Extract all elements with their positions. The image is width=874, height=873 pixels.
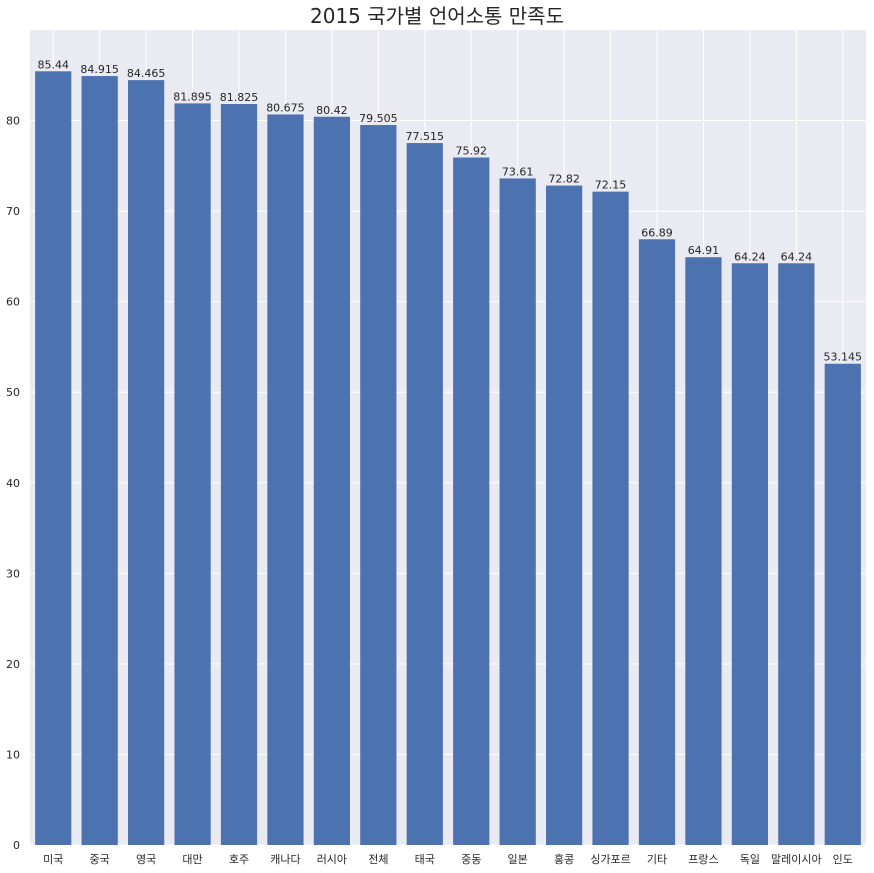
- y-tick-labels: 0 10 20 30 40 50 60 70 80: [6, 115, 20, 852]
- bar: [499, 178, 536, 846]
- bar: [35, 71, 72, 845]
- bar: [81, 76, 118, 846]
- bar: [127, 80, 165, 845]
- bar: [824, 363, 861, 845]
- x-tick-label: 독일: [740, 852, 760, 866]
- y-tick-label: 50: [6, 386, 20, 399]
- bar-value-label: 80.42: [316, 104, 348, 117]
- x-tick-label: 싱가포르: [590, 853, 630, 866]
- x-tick-label: 프랑스: [688, 853, 718, 866]
- y-tick-label: 0: [13, 839, 20, 852]
- bar-value-label: 75.92: [455, 145, 487, 158]
- y-tick-label: 10: [6, 748, 20, 761]
- x-tick-label: 미국: [43, 853, 63, 866]
- bar-value-label: 79.505: [359, 112, 398, 125]
- bar-value-label: 84.915: [80, 63, 119, 76]
- bar: [453, 157, 490, 846]
- bar-value-label: 80.675: [266, 101, 305, 114]
- x-tick-label: 인도: [833, 853, 853, 866]
- y-tick-label: 70: [6, 205, 20, 218]
- x-tick-label: 캐나다: [270, 853, 300, 866]
- y-tick-label: 20: [6, 658, 20, 671]
- bar-value-label: 64.24: [734, 250, 766, 263]
- x-tick-label: 중동: [461, 853, 481, 866]
- x-tick-label: 홍콩: [554, 852, 574, 866]
- x-tick-label: 러시아: [317, 853, 347, 866]
- x-tick-label: 일본: [508, 852, 528, 866]
- bar: [685, 257, 722, 846]
- x-tick-label: 기타: [647, 853, 667, 866]
- bar: [638, 239, 676, 845]
- bar: [313, 116, 351, 846]
- bar: [406, 143, 443, 846]
- bar-value-label: 72.15: [595, 179, 627, 192]
- bar-value-label: 81.895: [173, 90, 212, 103]
- bar: [778, 263, 815, 845]
- x-tick-label: 호주: [229, 853, 249, 866]
- plot-background: [30, 30, 866, 845]
- bar-value-label: 85.44: [37, 58, 69, 71]
- chart-title: 2015 국가별 언어소통 만족도: [310, 4, 564, 28]
- x-tick-label: 영국: [136, 853, 156, 866]
- y-tick-label: 60: [6, 296, 20, 309]
- bar-value-label: 66.89: [641, 226, 673, 239]
- y-tick-label: 30: [6, 567, 20, 580]
- x-tick-label: 대만: [182, 853, 202, 866]
- bar-value-label: 53.145: [824, 351, 863, 364]
- bar: [267, 114, 304, 845]
- x-tick-label: 태국: [415, 853, 435, 866]
- bar-value-label: 77.515: [406, 130, 445, 143]
- x-tick-label: 중국: [90, 853, 110, 866]
- bar: [360, 125, 397, 845]
- bar-value-label: 84.465: [127, 67, 166, 80]
- bar: [220, 104, 258, 845]
- bar-value-label: 72.82: [548, 173, 580, 186]
- bar: [174, 103, 211, 846]
- bar-value-label: 73.61: [502, 165, 534, 178]
- y-tick-label: 40: [6, 477, 20, 490]
- bar: [592, 191, 629, 845]
- bar-value-label: 64.91: [688, 244, 720, 257]
- bars: [35, 71, 861, 846]
- bar-value-label: 81.825: [220, 91, 259, 104]
- value-labels: 85.44 84.915 84.465 81.895 81.825 80.675 80.42…: [37, 58, 862, 363]
- x-tick-labels: 미국 중국 영국 대만 호주 캐나다 러시아 전체 태국 중동 일본 홍콩 싱가포르 기타 프랑스 독일 말레이…: [43, 852, 853, 866]
- bar: [545, 185, 583, 845]
- bar-value-label: 64.24: [781, 250, 813, 263]
- x-tick-label: 전체: [368, 853, 388, 866]
- x-tick-label: 말레이시아: [771, 853, 822, 866]
- bar: [731, 263, 769, 845]
- y-tick-label: 80: [6, 115, 20, 128]
